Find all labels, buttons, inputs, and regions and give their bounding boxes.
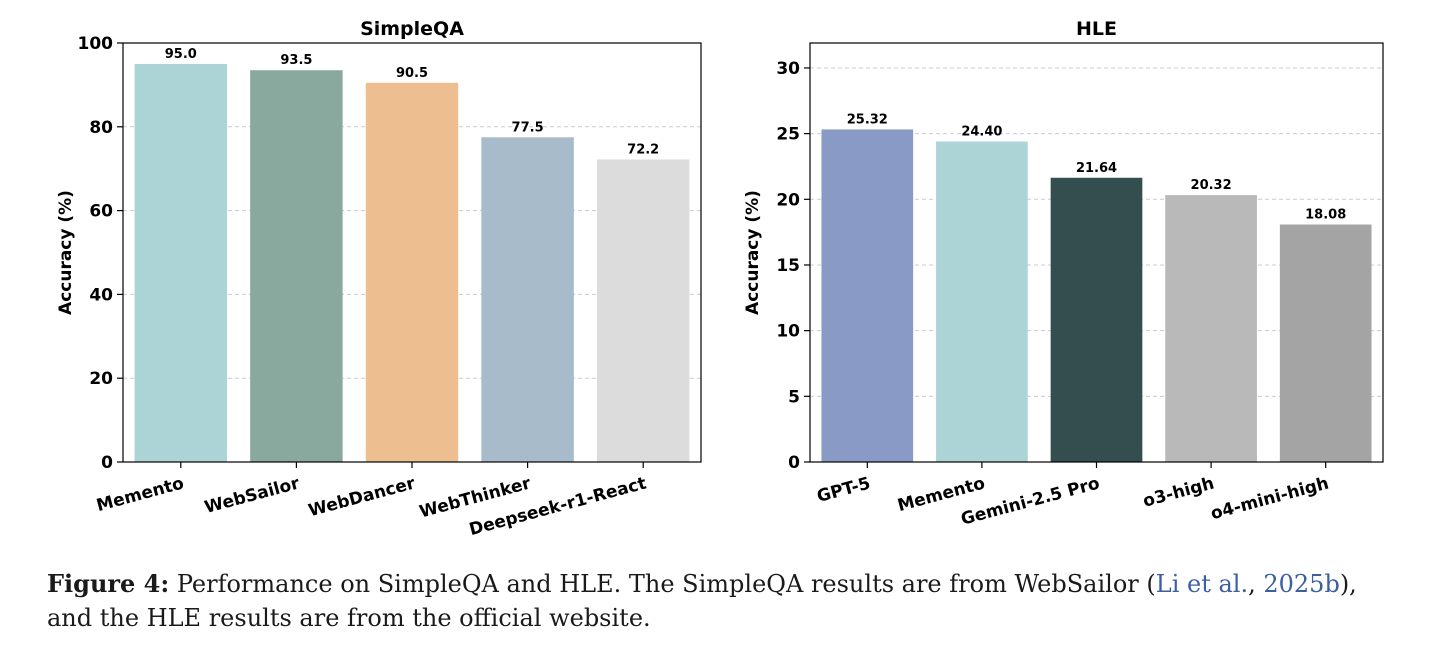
- chart2-y-tick-label: 15: [776, 256, 800, 276]
- chart2-y-tick-label: 0: [788, 453, 800, 473]
- chart2-x-tick-label: o4-mini-high: [1209, 474, 1331, 525]
- chart2-value-label: 25.32: [847, 112, 888, 127]
- figure-caption: Figure 4: Performance on SimpleQA and HL…: [47, 567, 1407, 635]
- chart1-x-tick-label: WebSailor: [203, 473, 303, 518]
- caption-text-1: Performance on SimpleQA and HLE. The Sim…: [169, 570, 1156, 598]
- chart2-y-axis-label: Accuracy (%): [743, 190, 763, 315]
- chart2-bar: [1050, 177, 1143, 463]
- chart2-y-tick-label: 30: [776, 59, 800, 79]
- citation-year-link[interactable]: 2025b: [1263, 570, 1340, 598]
- chart2-bar: [821, 129, 914, 463]
- figure-charts: 02040608010095.0Memento93.5WebSailor90.5…: [56, 18, 1384, 540]
- chart1-y-tick-label: 80: [89, 118, 113, 138]
- chart1-bar: [596, 159, 690, 462]
- chart1-y-tick-label: 40: [89, 285, 113, 305]
- citation-author-link[interactable]: Li et al.: [1155, 570, 1249, 598]
- chart1-plot-frame: [122, 42, 702, 463]
- chart2-bar: [1279, 224, 1372, 462]
- chart2-y-tick-label: 25: [776, 125, 800, 145]
- chart1-value-label: 95.0: [165, 47, 197, 62]
- chart1-value-label: 72.2: [627, 142, 659, 157]
- chart1-bar: [250, 70, 343, 463]
- chart2-plot-frame: [809, 42, 1384, 463]
- chart1-value-label: 77.5: [512, 120, 544, 135]
- chart2-y-tick-label: 20: [776, 190, 800, 210]
- chart1-bar: [365, 82, 459, 463]
- chart1-x-tick-label: WebDancer: [306, 473, 418, 521]
- chart2-y-tick-label: 5: [788, 387, 800, 407]
- chart2-value-label: 21.64: [1076, 161, 1117, 176]
- chart1-value-label: 93.5: [280, 53, 312, 68]
- chart1-bar: [134, 63, 228, 462]
- chart1-x-tick-label: Memento: [94, 474, 186, 517]
- chart1-bar: [481, 137, 574, 462]
- chart2-bar: [936, 141, 1028, 462]
- chart1-title: SimpleQA: [360, 18, 464, 40]
- chart2-x-tick-label: GPT-5: [815, 474, 873, 507]
- citation-separator: ,: [1248, 570, 1264, 598]
- chart2-value-label: 24.40: [961, 125, 1002, 140]
- chart2-bar: [1165, 195, 1257, 462]
- chart1-y-tick-label: 20: [89, 369, 113, 389]
- caption-label: Figure 4:: [47, 569, 170, 598]
- chart2-title: HLE: [1076, 18, 1117, 40]
- chart2-value-label: 18.08: [1305, 208, 1346, 223]
- chart1-y-tick-label: 100: [78, 34, 114, 54]
- caption-text-2: ), and the HLE results are from the offi…: [47, 570, 1357, 632]
- chart1-value-label: 90.5: [396, 66, 428, 81]
- chart2-y-tick-label: 10: [776, 322, 800, 342]
- chart1-y-tick-label: 60: [89, 202, 113, 222]
- chart1-y-axis-label: Accuracy (%): [56, 190, 76, 315]
- chart2-value-label: 20.32: [1191, 178, 1232, 193]
- chart1-y-tick-label: 0: [101, 453, 113, 473]
- chart2-x-tick-label: o3-high: [1141, 474, 1216, 512]
